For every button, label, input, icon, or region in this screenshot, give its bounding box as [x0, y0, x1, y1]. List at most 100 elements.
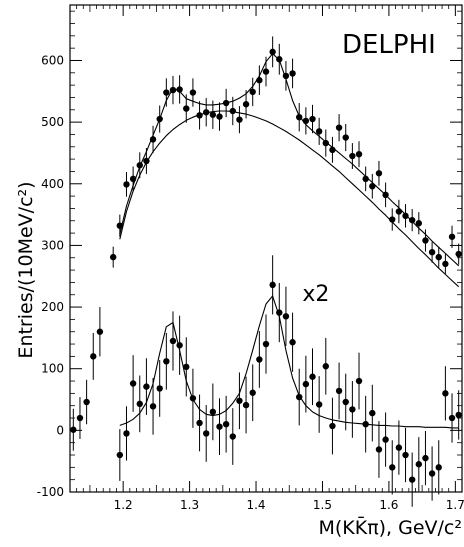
data-point: [216, 113, 223, 120]
x-tick-label: 1.2: [114, 498, 133, 512]
data-point: [116, 451, 124, 459]
data-point: [315, 401, 323, 408]
y-tick-label: 500: [41, 115, 64, 129]
data-point: [309, 115, 316, 123]
data-point: [349, 406, 356, 413]
data-point: [183, 105, 190, 112]
data-point: [302, 380, 310, 388]
data-point: [342, 398, 349, 406]
data-point: [422, 454, 429, 462]
data-point: [196, 419, 203, 427]
x-axis-title: M(KK̄π), GeV/c²: [318, 515, 462, 539]
data-point: [209, 111, 217, 118]
data-point: [143, 383, 150, 390]
data-point: [203, 109, 210, 116]
data-point: [428, 248, 436, 256]
data-point: [276, 309, 283, 316]
data-point: [242, 101, 250, 108]
data-point: [329, 422, 336, 430]
data-point: [183, 363, 190, 371]
data-point: [382, 436, 389, 443]
curve-4: [119, 295, 459, 429]
data-point: [448, 414, 456, 422]
data-point: [136, 162, 143, 169]
x-tick-label: 1.3: [180, 498, 199, 512]
data-point: [455, 411, 462, 419]
y-tick-label: 600: [41, 53, 64, 67]
data-point: [282, 72, 290, 80]
data-point: [76, 414, 84, 422]
points-layer: [70, 36, 462, 507]
data-point: [335, 387, 343, 395]
data-point: [415, 220, 423, 227]
data-point: [109, 253, 117, 261]
data-point: [249, 88, 256, 96]
data-point: [83, 398, 90, 406]
data-point: [442, 260, 449, 268]
data-point: [395, 208, 403, 215]
delphi-label: DELPHI: [342, 30, 436, 60]
data-point: [369, 183, 376, 190]
x-tick-label: 1.7: [446, 498, 464, 512]
data-point: [163, 89, 170, 96]
data-point: [289, 339, 296, 346]
data-point: [428, 470, 436, 477]
data-point: [369, 409, 376, 417]
data-point: [296, 113, 303, 121]
data-point: [296, 393, 303, 401]
data-point: [362, 420, 369, 428]
data-point: [322, 139, 329, 147]
data-point: [389, 216, 396, 223]
data-point: [455, 250, 462, 258]
data-point: [329, 146, 336, 154]
data-point: [448, 233, 456, 240]
y-tick-label: 400: [41, 177, 64, 191]
scale-factor-label: x2: [302, 282, 329, 307]
data-point: [169, 337, 177, 345]
data-point: [156, 115, 163, 123]
data-point: [216, 423, 223, 430]
data-point: [349, 152, 356, 160]
data-point: [229, 433, 236, 440]
data-point: [116, 222, 124, 229]
data-point: [242, 401, 250, 409]
data-point: [408, 476, 416, 483]
y-axis-title: Entries/(10MeV/c²): [15, 181, 37, 358]
data-point: [289, 70, 296, 77]
data-point: [408, 216, 416, 224]
data-point: [222, 99, 230, 107]
plot-frame: [69, 4, 463, 493]
data-point: [163, 358, 170, 365]
data-point: [70, 426, 77, 433]
data-point: [402, 212, 409, 220]
data-point: [156, 385, 163, 392]
curve-1: [119, 53, 460, 267]
data-point: [389, 464, 396, 471]
data-point: [402, 451, 409, 459]
x-tick-label: 1.6: [379, 498, 398, 512]
x-tick-label: 1.5: [313, 498, 332, 512]
data-point: [282, 313, 290, 320]
data-point: [435, 253, 442, 261]
data-point: [335, 124, 343, 131]
data-point: [355, 377, 363, 385]
data-point: [309, 373, 316, 380]
data-point: [342, 134, 349, 141]
y-tick-label: 300: [41, 238, 64, 252]
data-point: [442, 390, 449, 397]
data-point: [196, 112, 203, 119]
data-point: [256, 356, 263, 363]
data-point: [422, 237, 429, 244]
data-point: [382, 191, 389, 199]
data-point: [375, 170, 383, 177]
y-tick-label: 100: [41, 362, 64, 376]
data-point: [222, 420, 230, 428]
data-point: [315, 128, 323, 135]
data-point: [262, 68, 270, 75]
data-point: [149, 403, 157, 410]
data-point: [395, 444, 403, 451]
data-point: [269, 48, 276, 56]
data-point: [262, 340, 270, 348]
data-point: [176, 86, 183, 93]
data-point: [362, 175, 369, 183]
